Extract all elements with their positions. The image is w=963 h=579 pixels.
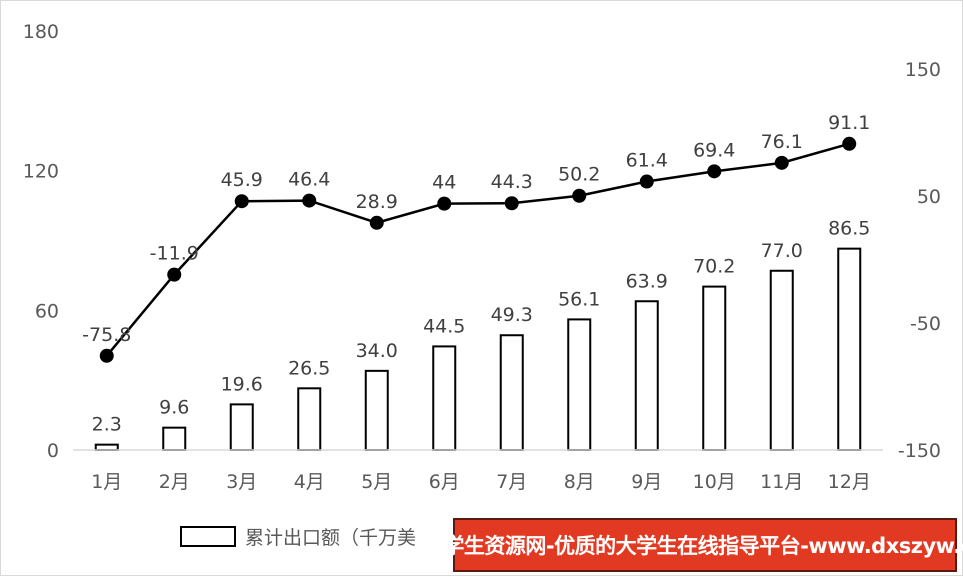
line-series [99,136,857,363]
bar-data-label: 19.6 [221,373,263,395]
bar [702,285,727,451]
legend: 累计出口额（千万美 [180,526,416,549]
line-point [842,136,857,151]
line-point [707,164,722,179]
x-tick-label: 10月 [693,471,736,493]
line-labels: -75.8 -11.9 45.9 46.4 28.9 44 44.3 50.2 61.4 69.4… [82,112,870,346]
bar-data-label: 34.0 [356,340,398,362]
x-tick-label: 6月 [429,471,460,493]
right-axis-ticks: -150 -50 50 150 [898,59,941,462]
line-data-label: 76.1 [761,131,803,153]
line-data-label: 50.2 [558,164,600,186]
x-tick-label: 11月 [760,471,803,493]
right-tick-label: -150 [898,440,941,462]
bar-series [94,247,862,452]
x-tick-label: 5月 [361,471,392,493]
x-tick-label: 4月 [294,471,325,493]
line-point [167,267,182,282]
line-data-label: 44.3 [491,171,533,193]
bar-data-label: 86.5 [828,218,870,240]
line-data-label: 91.1 [828,112,870,134]
left-tick-label: 180 [23,21,59,43]
bar-data-label: 63.9 [626,270,668,292]
bar [162,426,187,451]
bar-data-label: 26.5 [288,357,330,379]
line-data-label: -75.8 [82,324,131,346]
x-tick-label: 3月 [226,471,257,493]
line-point [302,193,317,208]
line-point [437,196,452,211]
bar-data-label: 2.3 [92,414,122,436]
right-tick-label: 50 [917,186,941,208]
line-point [639,174,654,189]
bar [769,269,794,451]
x-tick-label: 8月 [564,471,595,493]
line-path [105,142,850,357]
x-tick-label: 9月 [631,471,662,493]
bar [229,403,254,451]
line-data-label: 61.4 [626,150,668,172]
bar [567,318,592,451]
watermark-banner: 大学生资源网-优质的大学生在线指导平台-www.dxszyw.cn [423,518,963,572]
bar [297,387,322,452]
line-point [774,155,789,170]
bar [432,345,457,451]
line-point [369,215,384,230]
line-point [234,194,249,209]
bar-data-label: 77.0 [761,240,803,262]
x-axis-ticks: 1月 2月 3月 4月 5月 6月 7月 8月 9月 10月 11月 12月 [91,471,871,493]
bar-data-label: 70.2 [693,256,735,278]
line-data-label: 69.4 [693,139,735,161]
left-axis-ticks: 0 60 120 180 [23,21,59,462]
right-tick-label: 150 [905,59,941,81]
line-data-label: 46.4 [288,169,330,191]
x-tick-label: 7月 [496,471,527,493]
bar [499,334,524,452]
legend-swatch [180,526,236,547]
line-point [99,348,114,363]
x-tick-label: 2月 [159,471,190,493]
bar-data-label: 9.6 [159,397,189,419]
left-tick-label: 120 [23,161,59,183]
legend-label-bar: 累计出口额（千万美 [245,527,416,549]
line-data-label: -11.9 [150,243,199,265]
left-tick-label: 60 [35,300,59,322]
bar [94,443,119,452]
bar [634,300,659,451]
x-tick-label: 12月 [828,471,871,493]
bar [837,247,862,451]
bar-data-label: 44.5 [423,315,465,337]
line-point [572,188,587,203]
left-tick-label: 0 [47,440,59,462]
line-point [504,196,519,211]
bar-data-label: 56.1 [558,288,600,310]
line-data-label: 44 [432,172,456,194]
line-data-label: 28.9 [356,191,398,213]
bar-labels: 2.3 9.6 19.6 26.5 34.0 44.5 49.3 56.1 63.9 70.2 77… [92,218,871,436]
x-tick-label: 1月 [91,471,122,493]
bar-data-label: 49.3 [491,304,533,326]
bar [364,369,389,452]
line-data-label: 45.9 [221,169,263,191]
right-tick-label: -50 [910,313,941,335]
